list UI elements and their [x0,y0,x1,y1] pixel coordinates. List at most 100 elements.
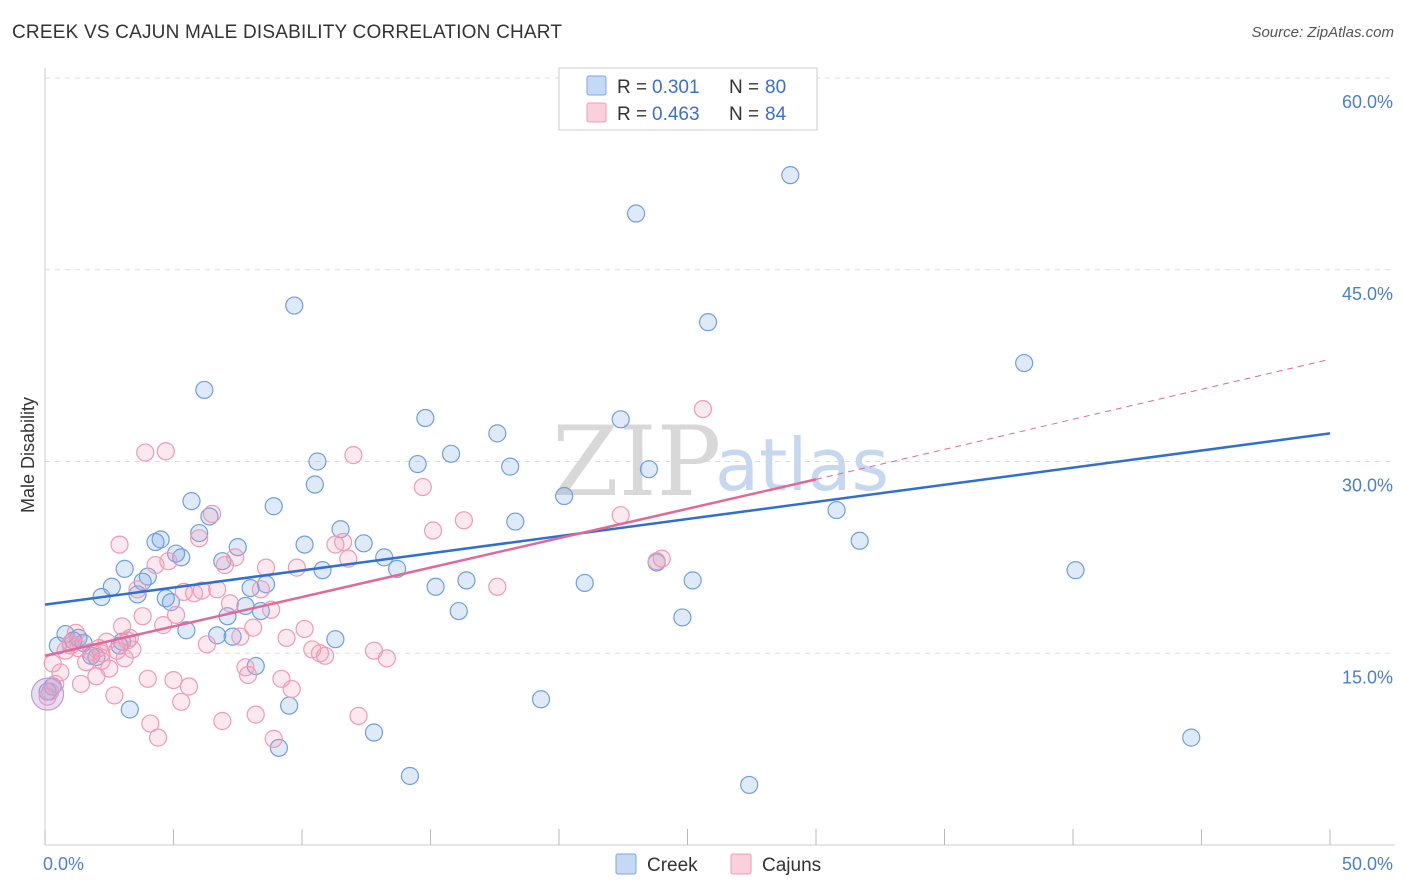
cajun-point-82 [92,644,111,663]
creek-point-60 [531,690,551,709]
creek-point-59 [506,512,525,531]
cajun-point-34 [172,692,191,711]
cajun-point-7 [71,674,91,694]
creek-point-29 [223,627,242,646]
cajun-point-65 [334,532,353,552]
creek-point-69 [698,313,718,332]
creek-point-74 [1015,353,1034,373]
cajun-point-47 [231,627,250,646]
cajun-point-83 [115,649,134,668]
creek-point-68 [683,571,702,590]
cajun-point-73 [454,511,474,530]
creek-point-44 [326,630,345,649]
cajun-point-32 [164,670,183,690]
creek-point-23 [190,523,209,543]
cajun-point-22 [128,580,147,599]
cajun-point-60 [295,619,314,639]
bottom-legend-cajun: Cajuns [762,855,821,876]
cajun-point-40 [197,635,217,654]
cajun-point-50 [244,618,263,637]
axes [44,68,1395,846]
cajun-point-71 [413,477,432,497]
cajun-point-25 [138,669,157,688]
y-tick-label-0: 15.0% [1342,667,1393,687]
y-tick-label-1: 30.0% [1342,476,1393,496]
cajun-point-72 [423,521,443,540]
watermark: ZIP atlas [552,406,889,518]
creek-point-73 [850,531,869,550]
cajun-point-80 [43,654,62,673]
creek-point-62 [575,573,594,593]
grid-lines [45,77,1395,654]
creek-point-16 [151,530,170,549]
cajun-point-36 [179,677,199,696]
cajun-point-24 [136,443,155,462]
bottom-legend-swatch-cajun [730,853,752,875]
creek-point-22 [182,492,201,511]
creek-point-41 [305,475,324,494]
cajun-point-31 [159,552,178,571]
cajun-point-15 [105,686,124,705]
cajun-point-70 [377,649,396,668]
legend: R = 0.301 N = 80 R = 0.463 N = 84 [558,67,818,131]
cajun-point-55 [264,729,283,748]
cajun-point-17 [110,535,129,554]
cajun-point-77 [652,549,671,568]
creek-point-53 [426,577,445,596]
legend-creek-n-value: 80 [765,77,786,98]
creek-trend-line [44,432,1331,606]
creek-point-72 [827,500,846,520]
cajun-point-44 [215,555,234,575]
creek-point-38 [280,696,299,715]
creek-point-42 [308,452,327,471]
cajun-point-23 [133,607,152,626]
creek-point-11 [120,700,139,719]
creek-point-21 [177,621,196,640]
cajun-point-39 [192,581,211,600]
watermark-atlas: atlas [715,423,889,507]
creek-point-52 [416,408,435,428]
creek-point-61 [555,486,574,506]
cajun-trend-extension [815,358,1331,480]
creek-point-39 [285,296,304,315]
creek-point-67 [673,608,692,627]
cajun-point-12 [92,651,111,671]
y-axis-title: Male Disability [18,397,38,513]
legend-creek-r-value: 0.301 [652,77,700,98]
legend-cajun-n-value: 84 [765,104,787,125]
tick-labels: 15.0% 30.0% 45.0% 60.0% 0.0% 50.0% [43,92,1393,874]
cajun-point-5 [66,623,85,642]
cajun-point-79 [38,687,57,706]
cajun-point-78 [693,399,713,419]
x-tick-label-0: 0.0% [43,854,84,874]
cajun-point-51 [246,705,265,724]
cajun-point-62 [310,644,330,663]
creek-point-70 [740,775,759,795]
cajun-point-68 [349,706,368,725]
creek-point-71 [781,166,800,185]
creek-point-36 [264,497,283,516]
creek-point-63 [611,410,630,429]
creek-point-75 [1066,561,1085,580]
legend-creek-r-label: R = [617,77,647,98]
watermark-zip: ZIP [552,406,721,518]
cajun-point-63 [316,646,335,665]
cajun-point-58 [282,679,301,699]
cajun-point-45 [220,594,240,613]
cajun-point-33 [166,605,186,625]
creek-point-54 [441,444,461,463]
cajun-point-67 [344,446,363,465]
creek-point-76 [1182,728,1201,747]
creek-point-56 [457,571,476,590]
creek-point-10 [115,559,134,578]
x-tick-label-1: 50.0% [1342,854,1393,874]
cajun-point-8 [77,653,96,672]
bottom-legend: Creek Cajuns [615,853,821,876]
cajun-point-14 [100,659,119,678]
cajun-point-30 [156,442,175,461]
cajun-point-43 [213,711,232,731]
creek-point-37 [269,738,288,757]
cajun-point-49 [238,665,258,685]
cajun-point-52 [251,580,270,599]
